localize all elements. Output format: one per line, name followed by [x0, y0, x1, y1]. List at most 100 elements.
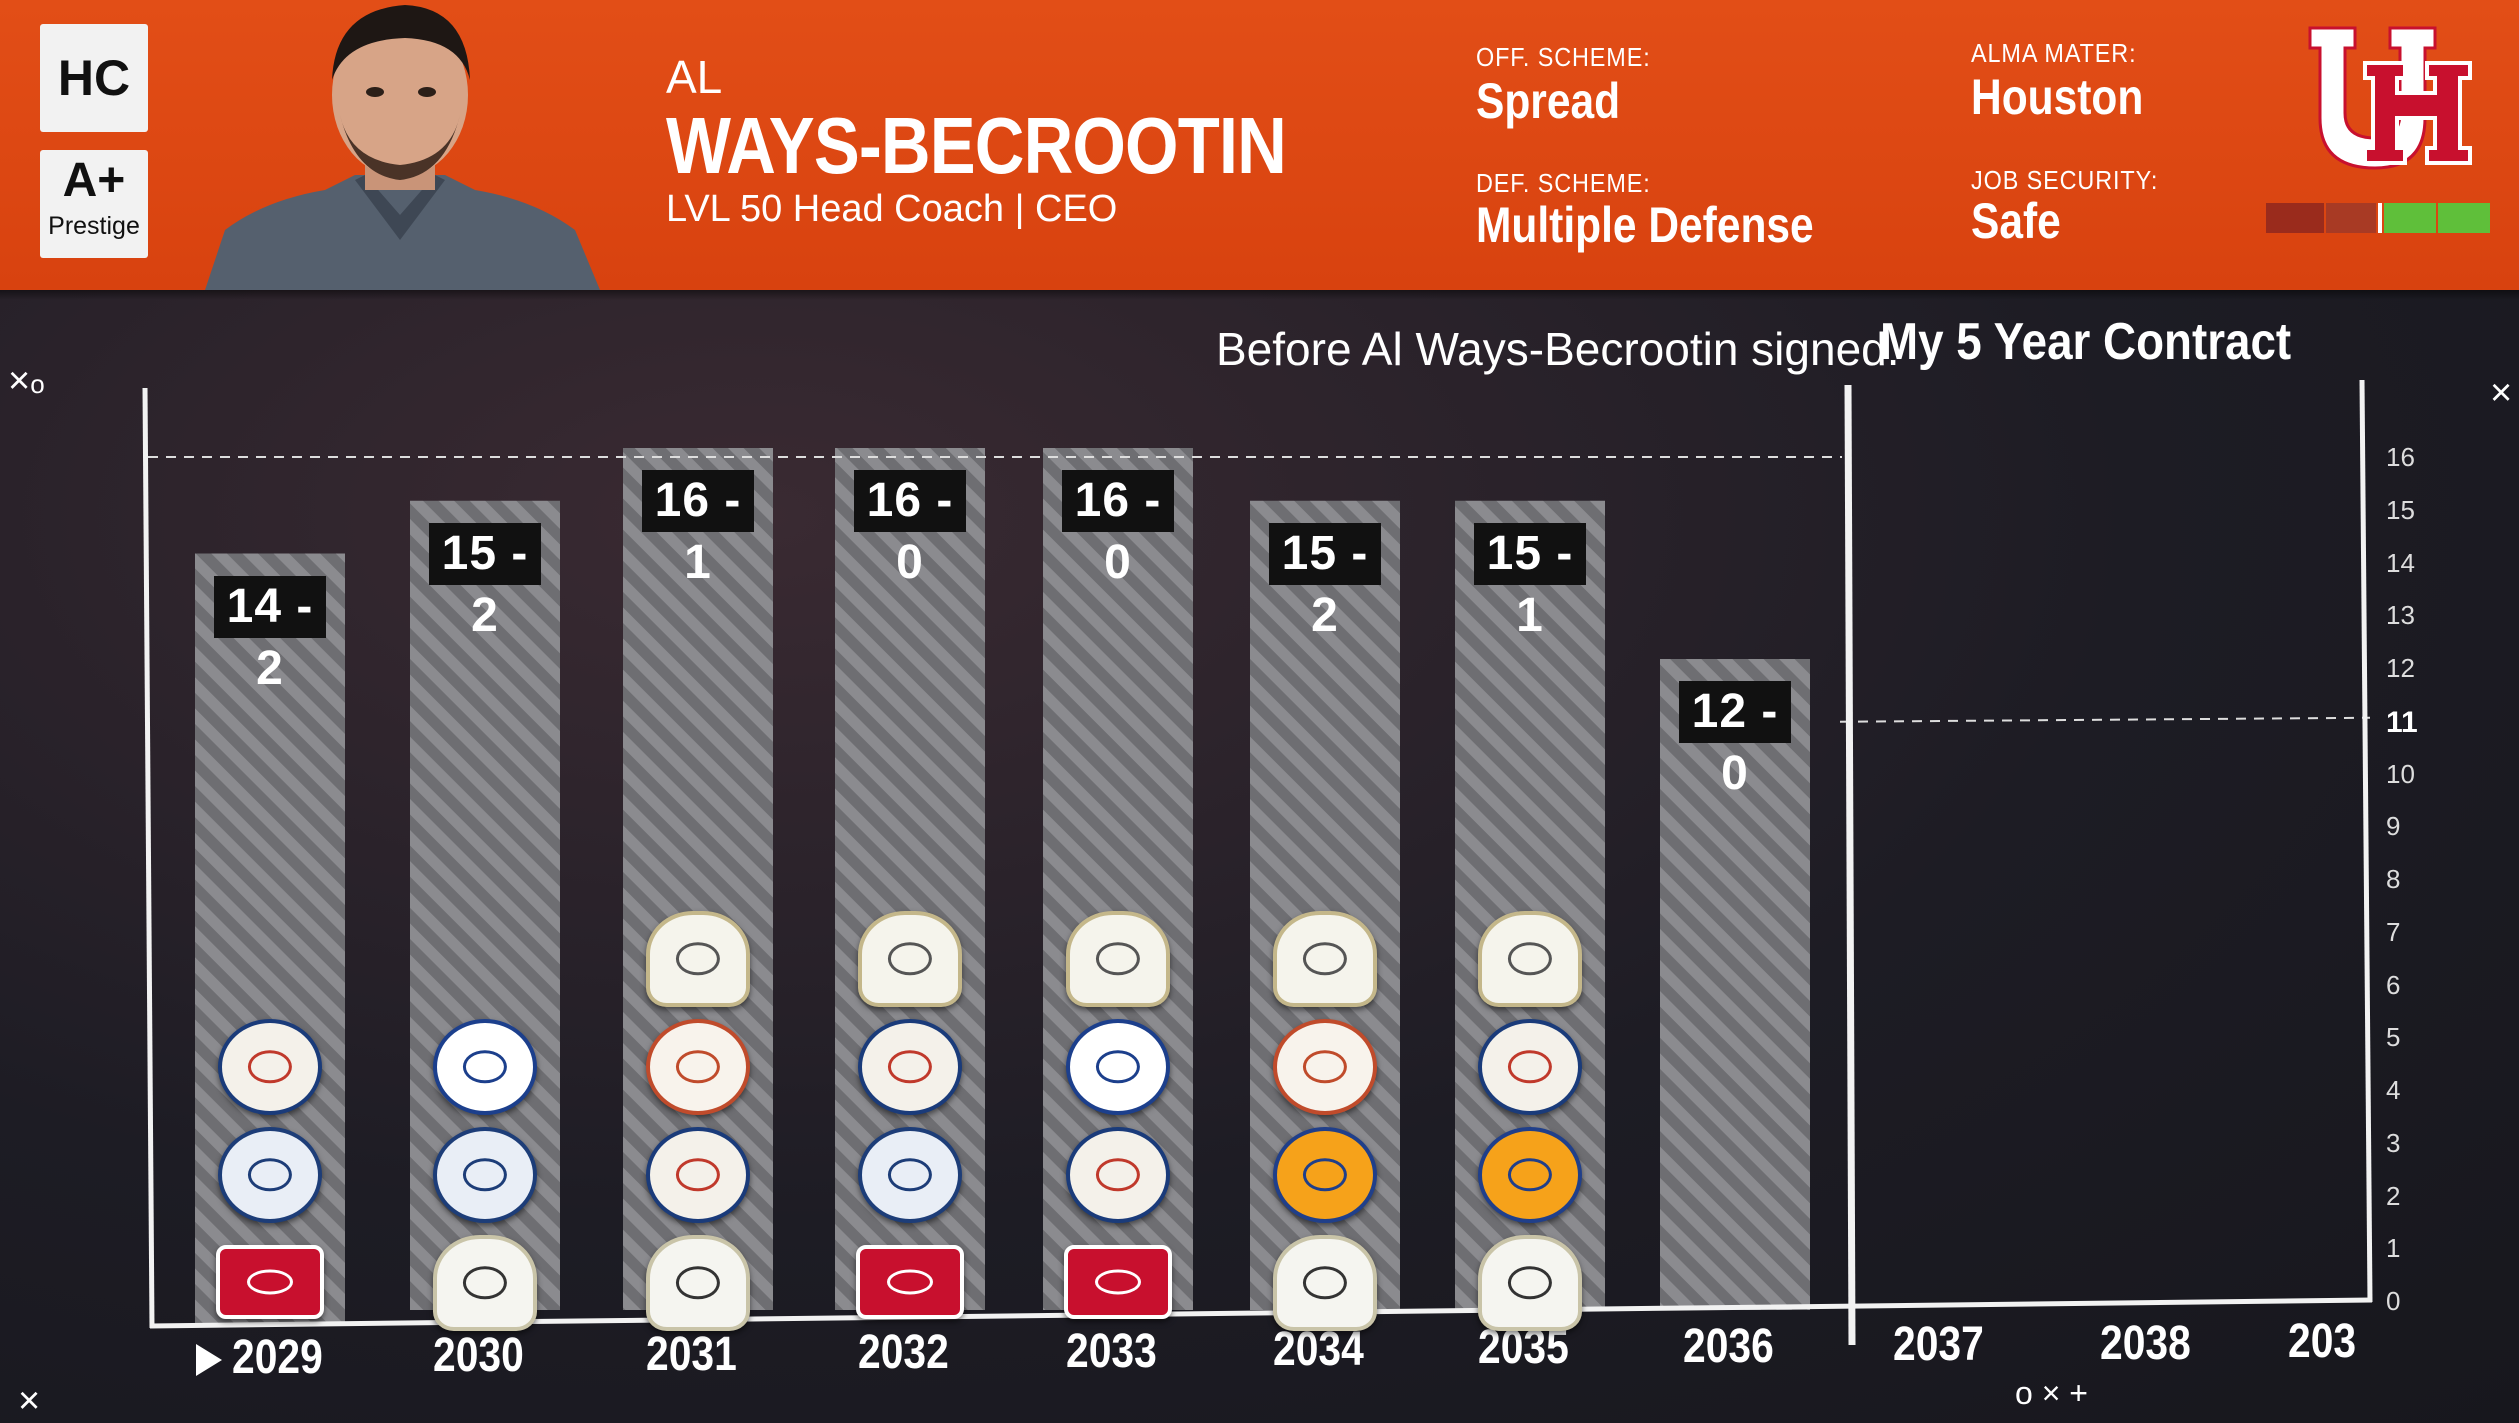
left-axis-line [142, 387, 155, 1329]
allstate-sugar-bowl-icon [218, 1019, 322, 1115]
y-tick-label: 2 [2386, 1180, 2401, 1211]
y-tick-label: 12 [2386, 653, 2415, 683]
icon-emblem [247, 1050, 293, 1084]
chick-fil-a-peach-bowl-icon [433, 1127, 537, 1223]
season-record: 15 - 2 [429, 522, 541, 642]
year-label[interactable]: 2034 [1273, 1323, 1364, 1376]
icon-emblem [247, 1158, 293, 1192]
icon-emblem [462, 1158, 508, 1192]
national-championship-icon [858, 911, 962, 1007]
y-tick-label: 14 [2386, 547, 2415, 578]
icon-emblem [1302, 1050, 1348, 1084]
icon-emblem [1507, 1050, 1553, 1084]
college-football-playoff-icon [1273, 1235, 1377, 1331]
icon-emblem [1302, 1266, 1348, 1300]
national-championship-icon [1273, 911, 1377, 1007]
icon-emblem [462, 1050, 508, 1084]
icon-emblem [675, 942, 721, 976]
y-tick-label: 3 [2386, 1127, 2401, 1158]
contract-caption: My 5 Year Contract [1880, 313, 2292, 371]
y-tick-label: 13 [2386, 600, 2415, 631]
def-scheme-label: DEF. SCHEME: [1476, 168, 1651, 198]
prestige-grade: A+ [62, 154, 126, 207]
icon-emblem [675, 1266, 721, 1300]
coach-header: HC A+ Prestige AL WAYS-BECROOTIN LVL 50 … [0, 0, 2519, 290]
play-marking: o × + [2015, 1375, 2088, 1411]
alma-mater-label: ALMA MATER: [1971, 38, 2137, 68]
icon-emblem [462, 1266, 508, 1300]
y-tick-label: 9 [2386, 811, 2401, 842]
coach-first-name: AL [666, 51, 723, 103]
icon-emblem [1095, 1269, 1141, 1295]
y-tick-label: 10 [2386, 758, 2415, 789]
national-championship-icon [1478, 911, 1582, 1007]
ref-line-11 [1839, 716, 2371, 723]
icon-emblem [1095, 1050, 1141, 1084]
y-tick-label: 11 [2386, 705, 2418, 739]
season-record: 15 - 2 [1269, 522, 1381, 642]
capital-one-orange-bowl-icon [1273, 1127, 1377, 1223]
year-label[interactable]: 2031 [646, 1327, 737, 1381]
icon-emblem [1302, 942, 1348, 976]
big-12-championship-icon [856, 1245, 964, 1319]
big-12-championship-icon [1064, 1245, 1172, 1319]
year-label[interactable]: 2029 [232, 1331, 323, 1384]
job-security-label: JOB SECURITY: [1971, 165, 2159, 195]
season-bar [1660, 659, 1810, 1310]
prestige-badge: A+ Prestige [40, 150, 148, 258]
y-tick-label: 1 [2386, 1233, 2401, 1264]
x-marking-bottom: × [18, 1380, 41, 1422]
icon-emblem [1507, 1158, 1553, 1192]
x-marking-right: × [2490, 372, 2513, 414]
year-label[interactable]: 2033 [1066, 1324, 1157, 1378]
season-record: 16 - 1 [642, 470, 754, 589]
before-signed-caption: Before Al Ways-Becrootin signed. [1216, 323, 1900, 375]
prestige-label: Prestige [48, 212, 140, 240]
icon-emblem [1302, 1158, 1348, 1192]
icon-emblem [1507, 942, 1553, 976]
houston-uh-logo [2308, 26, 2472, 170]
allstate-sugar-bowl-icon [646, 1127, 750, 1223]
college-football-playoff-icon [646, 1235, 750, 1331]
axis-layer [142, 379, 2373, 1346]
year-label[interactable]: 203 [2288, 1315, 2357, 1368]
alma-mater-value: Houston [1971, 69, 2144, 125]
off-scheme-value: Spread [1476, 73, 1621, 129]
icon-emblem [1095, 1158, 1141, 1192]
y-tick-label: 15 [2386, 494, 2415, 525]
y-tick-label: 16 [2386, 442, 2415, 472]
year-label[interactable]: 2037 [1893, 1318, 1984, 1372]
y-tick-label: 5 [2386, 1022, 2401, 1053]
national-championship-icon [1066, 911, 1170, 1007]
year-label[interactable]: 2036 [1683, 1319, 1774, 1373]
off-scheme-label: OFF. SCHEME: [1476, 42, 1651, 72]
icon-emblem [247, 1269, 293, 1295]
right-axis-line [2359, 379, 2373, 1303]
season-record: 14 - 2 [214, 575, 326, 695]
allstate-sugar-bowl-icon [858, 1019, 962, 1115]
national-championship-icon [646, 911, 750, 1007]
contract-divider-line [1844, 384, 1856, 1346]
hc-badge: HC [40, 24, 148, 132]
icon-emblem [887, 942, 933, 976]
goodyear-cotton-bowl-icon [433, 1019, 537, 1115]
icon-emblem [887, 1269, 933, 1295]
icon-emblem [887, 1158, 933, 1192]
season-record: 15 - 1 [1474, 522, 1586, 642]
fiesta-bowl-icon [646, 1019, 750, 1115]
season-record: 16 - 0 [1062, 470, 1174, 589]
chick-fil-a-peach-bowl-icon [858, 1127, 962, 1223]
icon-emblem [675, 1050, 721, 1084]
college-football-playoff-icon [1478, 1235, 1582, 1331]
year-label[interactable]: 2038 [2100, 1316, 2191, 1370]
year-label[interactable]: 2032 [858, 1326, 949, 1380]
y-tick-label: 4 [2386, 1075, 2401, 1105]
year-label[interactable]: 2030 [433, 1329, 524, 1383]
icon-emblem [1095, 942, 1141, 976]
chick-fil-a-peach-bowl-icon [218, 1127, 322, 1223]
fiesta-bowl-icon [1273, 1019, 1377, 1115]
college-football-playoff-icon [433, 1235, 537, 1331]
icon-emblem [1507, 1266, 1553, 1300]
big-12-championship-icon [216, 1245, 324, 1319]
